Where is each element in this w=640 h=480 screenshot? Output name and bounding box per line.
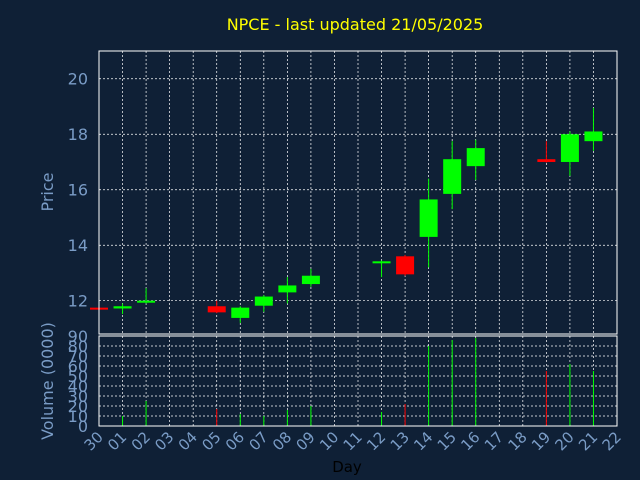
volume-plot-frame — [98, 335, 618, 427]
x-tick-label: 12 — [363, 428, 389, 454]
candle-body — [443, 159, 462, 194]
chart-title: NPCE - last updated 21/05/2025 — [227, 15, 484, 34]
price-tick-label: 16 — [68, 181, 88, 200]
volume-tick-label: 70 — [68, 347, 88, 366]
candle-body — [113, 306, 132, 309]
candle-body — [584, 131, 603, 142]
x-tick-label: 01 — [104, 428, 130, 454]
candle-body — [396, 256, 415, 275]
price-plot-frame — [98, 50, 618, 335]
x-tick-label: 09 — [293, 428, 319, 454]
price-tick-label: 12 — [68, 292, 88, 311]
candle-body — [137, 300, 156, 303]
candle-body — [560, 134, 579, 162]
candle-body — [207, 306, 226, 313]
x-tick-label: 10 — [316, 428, 342, 454]
volume-tick-label: 80 — [68, 337, 88, 356]
volume-tick-label: 40 — [68, 377, 88, 396]
x-tick-label: 22 — [599, 428, 625, 454]
volume-tick-label: 20 — [68, 397, 88, 416]
x-axis-label: Day — [332, 458, 362, 476]
x-tick-label: 18 — [504, 428, 530, 454]
x-tick-label: 19 — [528, 428, 554, 454]
x-tick-label: 15 — [434, 428, 460, 454]
candle-body — [301, 275, 320, 285]
candle-body — [278, 285, 297, 293]
x-tick-label: 17 — [481, 428, 507, 454]
candle-body — [466, 148, 485, 167]
x-tick-label: 06 — [222, 428, 248, 454]
volume-axis-label: Volume (0000) — [38, 322, 57, 440]
candle-body — [419, 199, 438, 237]
price-tick-label: 20 — [68, 70, 88, 89]
price-tick-label: 18 — [68, 125, 88, 144]
price-axis-label: Price — [38, 172, 57, 211]
volume-tick-label: 0 — [78, 417, 88, 436]
volume-tick-label: 90 — [68, 327, 88, 346]
candle-body — [231, 307, 250, 318]
x-tick-label: 04 — [175, 428, 201, 454]
x-tick-label: 16 — [457, 428, 483, 454]
price-axis-ticks: 12 14 16 18 20 — [68, 70, 88, 311]
candle-body — [537, 159, 556, 162]
x-tick-label: 20 — [552, 428, 578, 454]
volume-tick-label: 50 — [68, 367, 88, 386]
x-tick-label: 07 — [245, 428, 271, 454]
x-tick-label: 05 — [198, 428, 224, 454]
candle-body — [254, 296, 273, 306]
volume-tick-label: 60 — [68, 357, 88, 376]
price-grid — [99, 51, 617, 334]
x-tick-label: 02 — [128, 428, 154, 454]
price-candles — [90, 107, 603, 323]
candle-body — [372, 261, 391, 264]
x-tick-label: 11 — [340, 428, 366, 454]
volume-bars — [122, 338, 594, 426]
x-tick-label: 03 — [151, 428, 177, 454]
volume-grid — [99, 336, 617, 426]
x-tick-label: 21 — [575, 428, 601, 454]
x-tick-label: 13 — [387, 428, 413, 454]
x-tick-label: 08 — [269, 428, 295, 454]
x-tick-label: 14 — [410, 428, 436, 454]
volume-tick-label: 10 — [68, 407, 88, 426]
volume-tick-label: 30 — [68, 387, 88, 406]
price-tick-label: 14 — [68, 236, 88, 255]
x-axis-ticks: 3001020304050607080910111213141516171819… — [81, 428, 625, 454]
